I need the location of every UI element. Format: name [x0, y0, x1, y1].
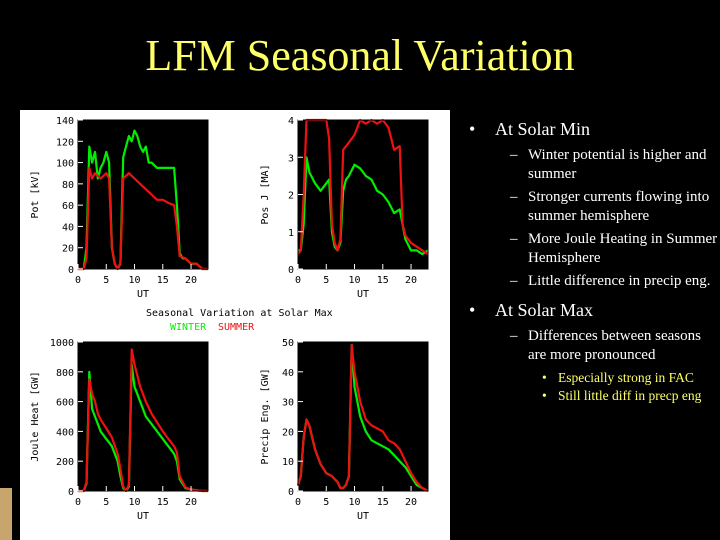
- x-tick-label: 20: [405, 275, 417, 286]
- legend-summer: SUMMER: [218, 322, 255, 333]
- y-tick-label: 100: [56, 159, 74, 170]
- sub-sub-bullet: Especially strong in FAC: [465, 369, 720, 387]
- y-axis-label: Pot [kV]: [30, 170, 41, 218]
- footer-text: CISM Seminar Series 2007: [284, 523, 427, 538]
- x-axis-label: UT: [357, 289, 369, 300]
- x-tick-label: 0: [75, 497, 81, 508]
- y-tick-label: 1000: [50, 338, 74, 349]
- plot-area-4: [298, 342, 428, 491]
- sub-bullet: Little difference in precip eng.: [465, 272, 720, 291]
- x-tick-label: 5: [323, 275, 329, 286]
- bullet-solar-max: At Solar Max: [465, 299, 720, 321]
- y-axis-label: Pos J [MA]: [260, 164, 271, 224]
- x-axis-label: UT: [137, 289, 149, 300]
- sub-bullet: Stronger currents flowing into summer he…: [465, 188, 720, 226]
- x-axis-label: UT: [137, 511, 149, 522]
- y-tick-label: 10: [282, 457, 294, 468]
- x-tick-label: 10: [348, 497, 360, 508]
- y-tick-label: 120: [56, 137, 74, 148]
- corner-decoration: [0, 488, 12, 540]
- x-tick-label: 0: [295, 497, 301, 508]
- plot-frame: [77, 119, 209, 270]
- plot-frame: [77, 341, 209, 492]
- x-tick-label: 0: [295, 275, 301, 286]
- y-tick-label: 40: [282, 368, 294, 379]
- x-tick-label: 20: [405, 497, 417, 508]
- y-tick-label: 140: [56, 116, 74, 127]
- x-axis-label: UT: [357, 511, 369, 522]
- y-tick-label: 20: [62, 244, 74, 255]
- y-axis-label: Precip Eng. [GW]: [260, 368, 271, 464]
- x-tick-label: 10: [128, 275, 140, 286]
- bullet-solar-min: At Solar Min: [465, 118, 720, 140]
- y-tick-label: 60: [62, 201, 74, 212]
- sub-sub-bullet: Still little diff in precp eng: [465, 387, 720, 405]
- series-line-winter: [298, 156, 429, 256]
- y-tick-label: 0: [288, 265, 294, 276]
- figure-panel: 0 5 10 15 20 0 20 40 60 80 100 120 140 UT Pot [kV] 0 5 10…: [20, 110, 450, 540]
- sub-bullet: Winter potential is higher and summer: [465, 146, 720, 184]
- y-tick-label: 0: [288, 487, 294, 498]
- y-tick-label: 40: [62, 222, 74, 233]
- y-tick-label: 80: [62, 180, 74, 191]
- y-tick-label: 0: [68, 265, 74, 276]
- y-tick-label: 3: [288, 153, 294, 164]
- bullet-list: At Solar Min Winter potential is higher …: [465, 118, 720, 405]
- x-tick-label: 15: [157, 275, 169, 286]
- y-tick-label: 800: [56, 368, 74, 379]
- x-tick-label: 15: [377, 497, 389, 508]
- y-tick-label: 0: [68, 487, 74, 498]
- series-line-summer: [78, 348, 208, 493]
- y-tick-label: 600: [56, 398, 74, 409]
- series-line-summer: [296, 343, 429, 492]
- x-tick-label: 15: [377, 275, 389, 286]
- x-tick-label: 10: [128, 497, 140, 508]
- series-line-summer: [78, 166, 208, 271]
- y-tick-label: 1: [288, 228, 294, 239]
- y-tick-label: 30: [282, 398, 294, 409]
- y-tick-label: 4: [288, 116, 294, 127]
- y-tick-label: 2: [288, 191, 294, 202]
- plot-area-1: [78, 120, 208, 269]
- legend-winter: WINTER: [170, 322, 207, 333]
- x-tick-label: 10: [348, 275, 360, 286]
- y-tick-label: 50: [282, 338, 294, 349]
- x-tick-label: 5: [323, 497, 329, 508]
- y-tick-label: 20: [282, 427, 294, 438]
- plot-area-3: [78, 342, 208, 491]
- y-tick-label: 400: [56, 427, 74, 438]
- figure-center-title: Seasonal Variation at Solar Max: [146, 308, 333, 319]
- x-tick-label: 15: [157, 497, 169, 508]
- x-tick-label: 20: [185, 497, 197, 508]
- slide-title: LFM Seasonal Variation: [145, 31, 575, 80]
- sub-bullet: More Joule Heating in Summer Hemisphere: [465, 230, 720, 268]
- plot-frame: [297, 341, 429, 492]
- x-tick-label: 5: [103, 497, 109, 508]
- y-tick-label: 200: [56, 457, 74, 468]
- x-tick-label: 20: [185, 275, 197, 286]
- plot-area-2: [298, 120, 428, 269]
- sub-bullet: Differences between seasons are more pro…: [465, 327, 720, 365]
- y-axis-label: Joule Heat [GW]: [30, 371, 41, 461]
- x-tick-label: 0: [75, 275, 81, 286]
- x-tick-label: 5: [103, 275, 109, 286]
